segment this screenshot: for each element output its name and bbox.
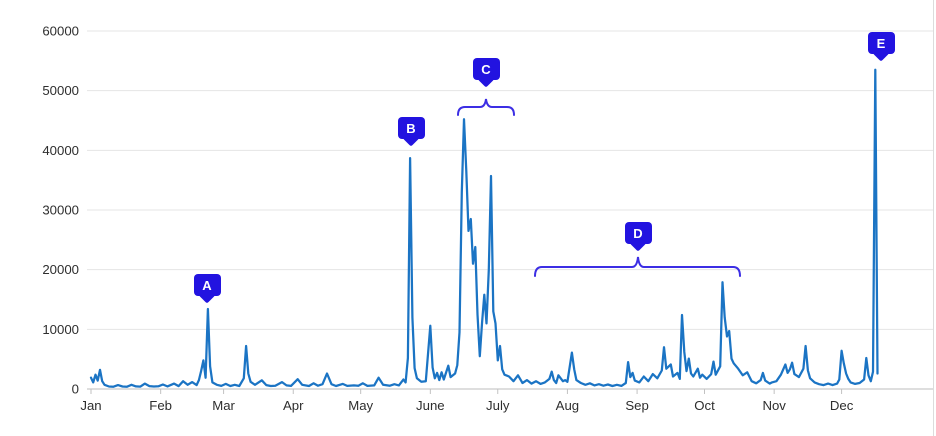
y-axis-label: 10000: [42, 322, 79, 337]
annotation-badge-D: D: [624, 222, 652, 244]
y-axis-label: 40000: [42, 143, 79, 158]
annotation-badge-B: B: [397, 117, 425, 139]
x-axis-month-label: Oct: [694, 398, 715, 413]
x-axis-month-label: Aug: [556, 398, 579, 413]
x-axis-month-label: Sep: [625, 398, 648, 413]
x-axis-month-label: Nov: [762, 398, 786, 413]
y-axis-label: 30000: [42, 203, 79, 218]
x-axis-month-label: July: [486, 398, 510, 413]
x-axis-month-label: Mar: [212, 398, 235, 413]
x-axis-month-label: May: [348, 398, 373, 413]
annotation-badge-A: A: [193, 274, 221, 296]
y-axis-label: 50000: [42, 83, 79, 98]
annotation-brace-D: [534, 256, 741, 277]
y-axis-label: 0: [72, 382, 79, 397]
y-axis-label: 60000: [42, 24, 79, 39]
data-line-daily-values: [89, 68, 879, 388]
x-axis-month-label: Jan: [80, 398, 101, 413]
annotation-badge-C: C: [472, 58, 500, 80]
x-axis-month-label: Dec: [830, 398, 854, 413]
y-axis-label: 20000: [42, 262, 79, 277]
annotation-brace-C: [457, 98, 515, 116]
x-axis-month-label: Feb: [149, 398, 172, 413]
annotation-badge-E: E: [867, 32, 895, 54]
x-axis-month-label: June: [416, 398, 445, 413]
x-axis-month-label: Apr: [283, 398, 304, 413]
